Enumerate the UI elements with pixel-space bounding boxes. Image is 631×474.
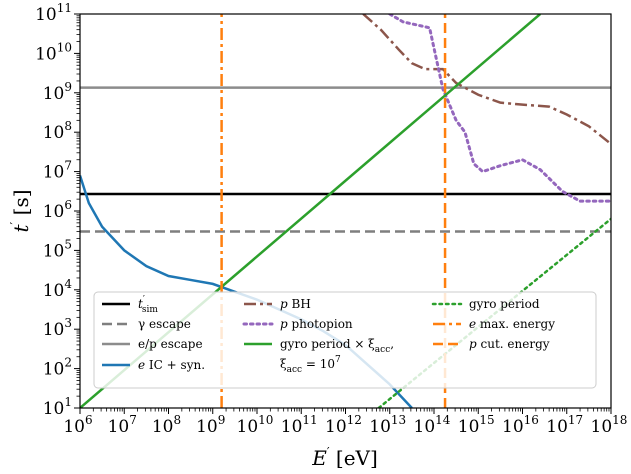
y-tick-label: 108 (43, 119, 72, 143)
x-tick-label: 1018 (591, 413, 628, 437)
legend-label-gamma_escape: γ escape (138, 317, 191, 331)
x-tick-label: 1011 (281, 413, 318, 437)
legend-label-e_max: e max. energy (469, 317, 555, 331)
legend-label-e_ic_syn: e IC + syn. (138, 358, 205, 372)
y-axis-label: t′ [s] (8, 189, 33, 232)
legend-label-p_bh: p BH (280, 297, 311, 311)
legend-label-gyro_xi: gyro period × ξacc, (280, 337, 394, 355)
x-tick-label: 108 (152, 413, 181, 437)
y-tick-label: 1010 (35, 40, 72, 64)
y-tick-label: 106 (43, 198, 72, 222)
x-tick-label: 1012 (325, 413, 362, 437)
legend-box (93, 291, 597, 389)
legend-label-p_cut: p cut. energy (469, 337, 550, 351)
y-tick-label: 101 (43, 395, 72, 419)
y-tick-label: 102 (43, 356, 72, 380)
tick-layer: 106 107 108 109 1010 1011 1012 1013 1014 1015 1016… (35, 1, 627, 437)
x-tick-label: 109 (196, 413, 225, 437)
x-tick-label: 107 (108, 413, 137, 437)
x-tick-label: 1015 (458, 413, 495, 437)
x-tick-label: 1016 (502, 413, 539, 437)
legend-label-ep_escape: e/p escape (138, 337, 203, 351)
x-tick-label: 1017 (546, 413, 583, 437)
y-tick-label: 104 (43, 277, 73, 301)
x-tick-label: 1010 (237, 413, 274, 437)
legend-label-p_photopion: p photopion (280, 317, 353, 331)
y-tick-label: 105 (43, 237, 72, 261)
x-tick-label: 1014 (414, 413, 451, 437)
y-tick-label: 1011 (35, 1, 72, 25)
x-tick-label: 106 (63, 413, 92, 437)
x-axis-label: E′ [eV] (311, 445, 378, 470)
legend-label-t_sim: t′ sim (138, 295, 158, 315)
x-tick-label: 1013 (369, 413, 406, 437)
y-tick-label: 103 (43, 316, 72, 340)
series-line-p_bh (362, 14, 611, 145)
axis-labels: E′ [eV] t′ [s] (8, 189, 378, 470)
series-line-p_photopion (388, 14, 611, 203)
legend-label-gyro: gyro period (469, 297, 540, 311)
y-tick-label: 107 (43, 159, 72, 183)
legend-label-gyro_xi-line2: ξacc = 107 (280, 355, 341, 375)
legend: t′ sim γ escape e/p escape e IC + syn. p BH p … (93, 291, 597, 389)
y-tick-label: 109 (43, 80, 72, 104)
